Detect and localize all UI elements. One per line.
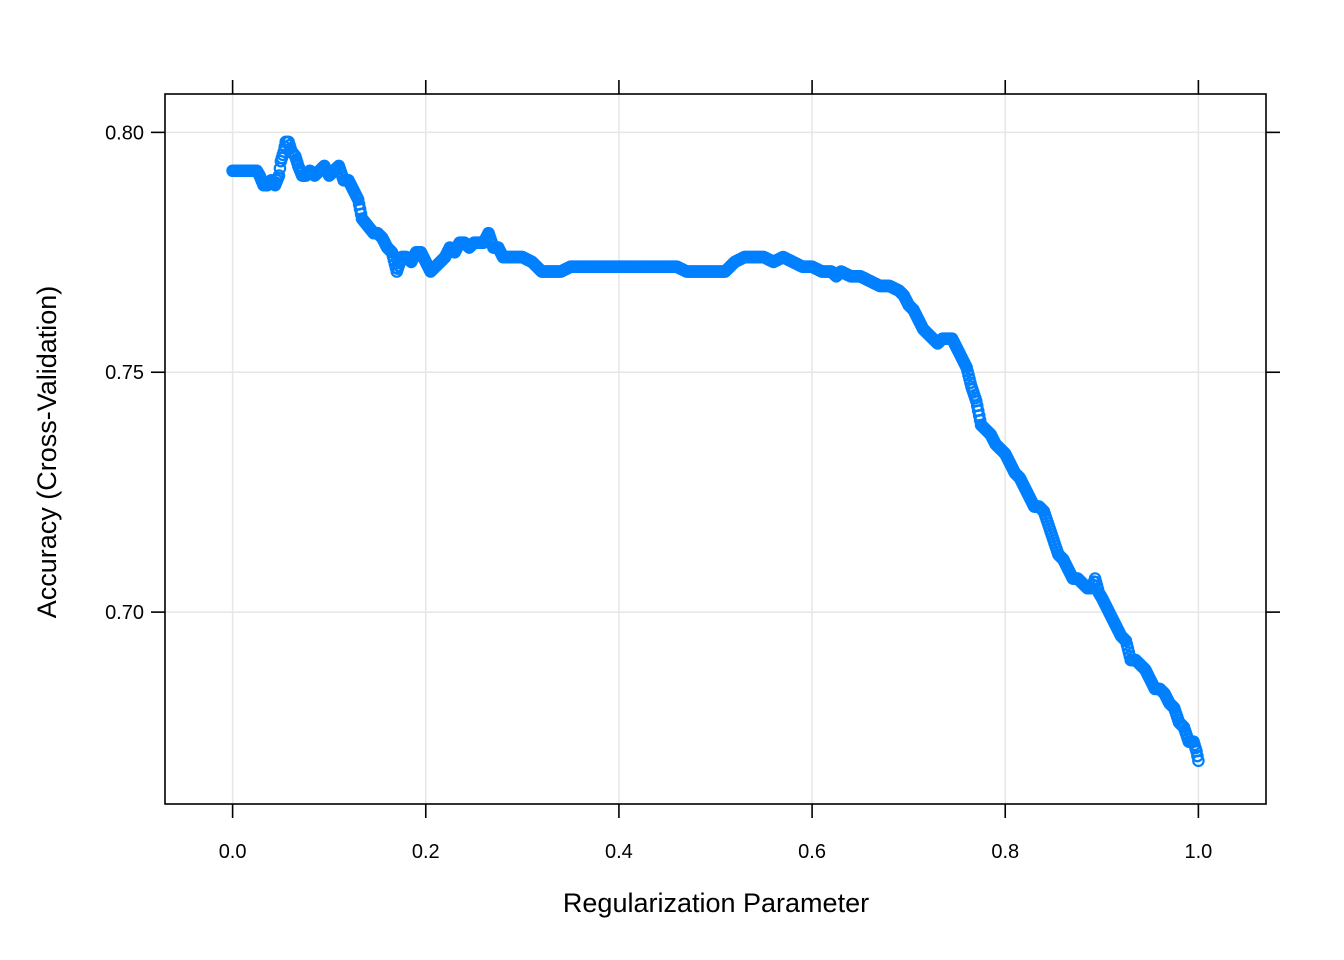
data-point (1192, 754, 1205, 768)
y-tick-label: 0.70 (105, 602, 144, 624)
x-tick-label: 0.8 (991, 841, 1019, 863)
data-point (272, 169, 286, 182)
data-point (1191, 749, 1204, 763)
x-tick-label: 1.0 (1184, 841, 1212, 863)
grid (165, 94, 1266, 804)
x-tick-label: 0.2 (412, 841, 440, 863)
plot-frame (164, 93, 1267, 805)
y-tick-label: 0.75 (105, 362, 144, 384)
tick-labels: 0.0 0.2 0.4 0.6 0.8 1.0 0.70 0.75 0.80 (105, 122, 1212, 863)
x-tick-label: 0.6 (798, 841, 826, 863)
data-points (226, 135, 1205, 768)
x-tick-label: 0.4 (605, 841, 633, 863)
y-tick-label: 0.80 (105, 122, 144, 144)
y-axis-title: Accuracy (Cross-Validation) (32, 286, 62, 619)
axis-ticks (151, 80, 1280, 818)
x-axis-title: Regularization Parameter (563, 888, 869, 918)
x-tick-label: 0.0 (219, 841, 247, 863)
